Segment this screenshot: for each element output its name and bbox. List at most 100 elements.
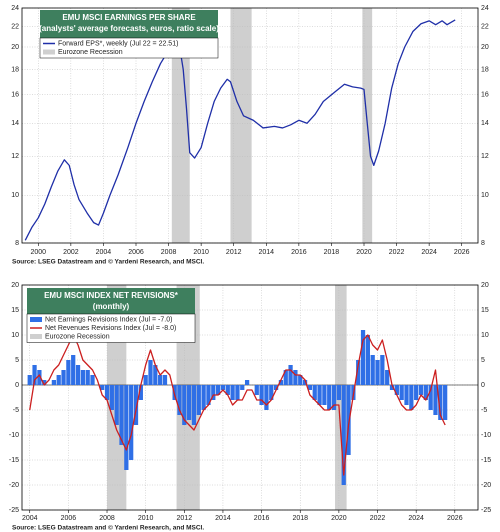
x-tick-label: 2020: [331, 515, 347, 522]
y-tick-label-right: -5: [481, 407, 487, 414]
y-tick-label-right: 22: [481, 23, 489, 30]
x-tick-label: 2006: [128, 249, 144, 256]
line-series: [24, 19, 456, 241]
bar: [273, 385, 279, 390]
bar: [327, 385, 332, 410]
bar: [220, 385, 226, 390]
bar: [443, 385, 448, 420]
y-tick-label-right: 12: [481, 153, 489, 160]
x-tick-label: 2010: [193, 249, 209, 256]
x-tick-label: 2022: [389, 249, 405, 256]
y-tick-label-right: 14: [481, 120, 489, 127]
bar: [283, 370, 288, 385]
y-tick-label: 8: [15, 240, 19, 247]
bar: [389, 385, 395, 390]
chart-subtitle: (monthly): [93, 302, 130, 311]
bar: [331, 385, 337, 410]
bar: [90, 375, 95, 385]
y-tick-label-right: 20: [481, 44, 489, 51]
bar: [56, 375, 61, 385]
y-tick-label-right: -20: [481, 482, 491, 489]
x-tick-label: 2014: [258, 249, 274, 256]
legend-box: [39, 37, 219, 59]
legend-swatch: [30, 334, 42, 339]
source-note: Source: LSEG Datastream and © Yardeni Re…: [12, 258, 204, 266]
bar: [341, 385, 346, 485]
bar: [336, 385, 342, 400]
y-tick-label-right: -10: [481, 432, 491, 439]
y-tick-label-right: 10: [481, 332, 489, 339]
legend-label: Net Earnings Revisions Index (Jul = -7.0…: [45, 316, 172, 323]
y-tick-label-right: 24: [481, 5, 489, 12]
legend-swatch: [30, 317, 42, 322]
y-tick-label: -25: [9, 507, 19, 514]
y-tick-label: -20: [9, 482, 19, 489]
bar: [71, 355, 76, 385]
x-tick-label: 2022: [370, 515, 386, 522]
bar: [394, 385, 399, 395]
bar: [317, 385, 322, 405]
bar: [380, 355, 385, 385]
bar: [409, 385, 414, 410]
y-tick-label: 20: [11, 282, 19, 289]
bar: [356, 360, 361, 385]
y-tick-label-right: -15: [481, 457, 491, 464]
bar: [104, 385, 110, 400]
bar: [370, 355, 375, 385]
bar: [254, 385, 259, 395]
y-tick-label-right: 5: [481, 357, 485, 364]
bar: [66, 360, 71, 385]
legend-label: Eurozone Recession: [45, 333, 110, 340]
y-tick-label: 24: [11, 5, 19, 12]
bar: [211, 385, 216, 400]
bar: [37, 370, 42, 385]
bar: [433, 385, 438, 415]
bar: [385, 370, 390, 385]
plot-frame: [21, 7, 479, 244]
x-tick-label: 2008: [161, 249, 177, 256]
y-tick-label-right: 18: [481, 66, 489, 73]
x-tick-label: 2026: [454, 249, 470, 256]
bar: [293, 370, 298, 385]
chart-subtitle: (analysts' average forecasts, euros, rat…: [39, 24, 219, 33]
bar: [312, 385, 317, 400]
bar: [124, 385, 129, 470]
bar: [182, 385, 187, 425]
x-tick-label: 2000: [30, 249, 46, 256]
bar: [138, 385, 143, 400]
y-tick-label: 22: [11, 23, 19, 30]
bar: [158, 375, 163, 385]
chart-title: EMU MSCI EARNINGS PER SHARE: [62, 13, 196, 22]
y-tick-label: -10: [9, 432, 19, 439]
bar: [51, 380, 57, 385]
y-tick-label: -5: [13, 407, 19, 414]
bar: [307, 385, 313, 390]
bar: [27, 375, 32, 385]
y-tick-label: 20: [11, 44, 19, 51]
x-tick-label: 2012: [177, 515, 193, 522]
bar: [177, 385, 182, 415]
y-tick-label: 15: [11, 307, 19, 314]
bar: [133, 385, 139, 425]
bar: [404, 385, 409, 405]
line-series: [29, 334, 446, 476]
bar: [191, 385, 197, 425]
x-tick-label: 2004: [22, 515, 38, 522]
y-tick-label: 14: [11, 120, 19, 127]
bar: [162, 375, 168, 385]
y-tick-label-right: 8: [481, 240, 485, 247]
x-tick-label: 2024: [408, 515, 424, 522]
bar: [129, 385, 134, 460]
chart-title: EMU MSCI INDEX NET REVISIONS*: [44, 291, 179, 300]
y-tick-label: 5: [15, 357, 19, 364]
bar: [153, 365, 158, 385]
bar: [143, 375, 148, 385]
bar: [85, 370, 90, 385]
bar: [428, 385, 433, 410]
y-tick-label-right: 10: [481, 192, 489, 199]
bar: [114, 385, 119, 425]
bar: [42, 380, 47, 385]
bar: [399, 385, 404, 400]
x-tick-label: 2002: [63, 249, 79, 256]
